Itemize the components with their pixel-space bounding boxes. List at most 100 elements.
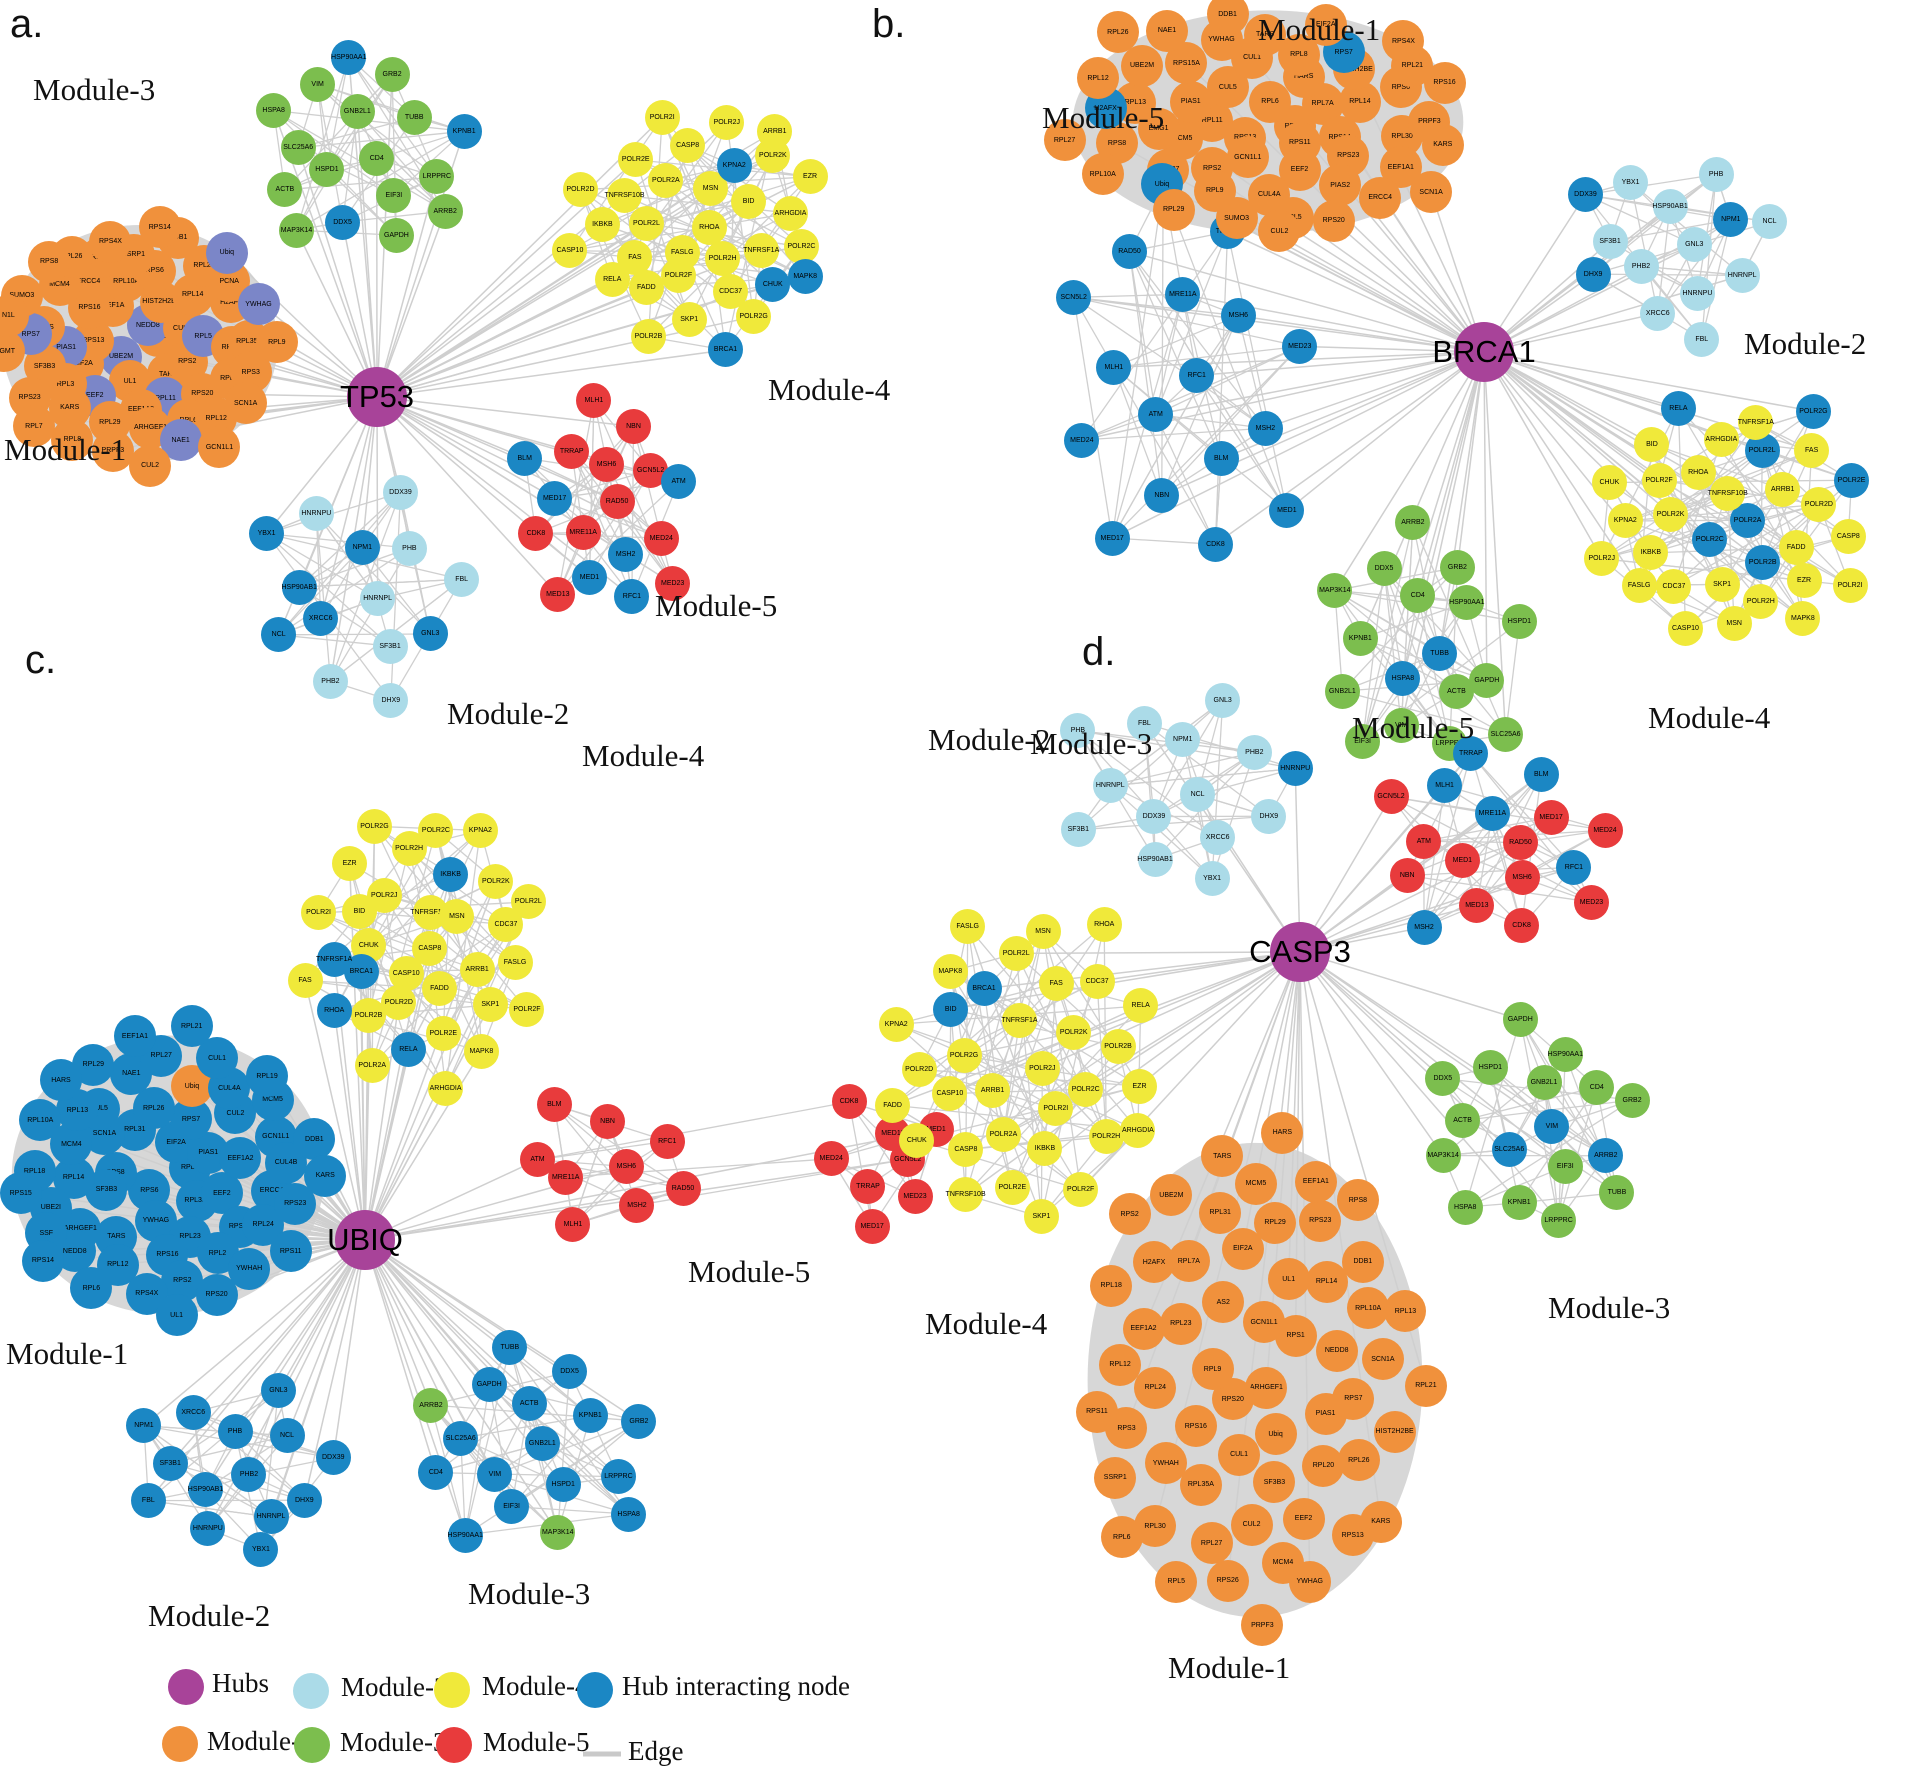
legend-label-hubs: Hubs (212, 1668, 270, 1698)
edge-line (983, 951, 1301, 990)
edge-line (1162, 185, 1288, 512)
edge-line (1015, 952, 1119, 1048)
edge-line (494, 1420, 640, 1476)
edge-line (528, 1403, 559, 1533)
edge-line (356, 110, 446, 212)
legend-label-module-4: Module-4 (482, 1671, 589, 1701)
node-cul2: CUL2 (1258, 210, 1301, 252)
node-polr2d: POLR2D (563, 172, 599, 208)
node-rpl20: RPL20 (1302, 1444, 1345, 1487)
node-blm: BLM (1523, 756, 1559, 792)
edge-line (364, 1239, 437, 1473)
edge-line (1214, 231, 1229, 545)
edge-line (1423, 753, 1472, 928)
node-polr2l: POLR2L (628, 206, 664, 242)
node-rfc1: RFC1 (1556, 849, 1592, 885)
node-bid: BID (341, 894, 377, 930)
node-msn: MSN (1716, 606, 1752, 642)
edge-line (1097, 951, 1301, 982)
node-polr2f: POLR2F (509, 992, 545, 1028)
node-tnfrsf1a: TNFRSF1A (743, 232, 779, 268)
node-mlh1: MLH1 (576, 383, 612, 419)
node-dhx9: DHX9 (1251, 798, 1287, 834)
node-map3k14: MAP3K14 (1425, 1138, 1461, 1174)
node-arrb1: ARRB1 (1765, 471, 1801, 507)
node-hspd1: HSPD1 (1501, 604, 1537, 640)
edge-line (1299, 951, 1553, 1128)
hub-node-casp3: CASP3 (1249, 922, 1351, 982)
node-faslg: FASLG (497, 945, 533, 981)
node-ywhag: YWHAG (237, 283, 280, 326)
node-med1: MED1 (1269, 493, 1305, 529)
panel-label-b: b. (872, 2, 906, 46)
node-gcn1l1: GCN1L1 (198, 426, 241, 469)
edge-line (1129, 251, 1266, 429)
node-rps11: RPS11 (269, 1230, 312, 1273)
node-gapdh: GAPDH (471, 1367, 507, 1403)
node-rps7: RPS7 (1332, 1377, 1375, 1420)
panel-label-d: d. (1082, 630, 1116, 674)
node-dhx9: DHX9 (373, 682, 409, 718)
node-eif3i: EIF3I (376, 177, 412, 213)
node-chuk: CHUK (755, 267, 791, 303)
edge-line (1673, 503, 1820, 587)
node-hnrnpl: HNRNPL (1092, 768, 1128, 804)
node-med23: MED23 (1573, 884, 1609, 920)
legend-swatch-module-3 (294, 1727, 330, 1763)
edge-line (1042, 951, 1301, 1069)
edge-line (1456, 351, 1485, 568)
edge-line (1657, 219, 1732, 314)
node-rpl24: RPL24 (1134, 1366, 1177, 1409)
node-rpl29: RPL29 (1254, 1201, 1297, 1244)
node-ddx5: DDX5 (1425, 1060, 1461, 1096)
node-mlh1: MLH1 (1096, 349, 1132, 385)
node-gnb2l1: GNB2L1 (524, 1426, 560, 1462)
node-hnrnpu: HNRNPU (190, 1511, 226, 1547)
edge-line (1125, 951, 1301, 1429)
node-polr2c: POLR2C (1692, 522, 1728, 558)
edge-line (1113, 315, 1239, 368)
node-casp10: CASP10 (1667, 611, 1703, 647)
node-hspd1: HSPD1 (309, 152, 345, 188)
edge-line (1055, 983, 1107, 1137)
edge-line (464, 1384, 490, 1536)
node-mre11a: MRE11A (548, 1159, 584, 1195)
node-map3k14: MAP3K14 (540, 1515, 576, 1551)
edge-line (234, 1239, 366, 1432)
node-rpl9: RPL9 (255, 321, 298, 364)
edge-line (588, 469, 652, 578)
node-hars: HARS (39, 1059, 82, 1102)
node-brca1: BRCA1 (966, 971, 1002, 1007)
node-map3k14: MAP3K14 (1317, 573, 1353, 609)
node-actb: ACTB (1438, 673, 1474, 709)
edge-line (1483, 244, 1695, 353)
edge-line (1402, 351, 1485, 679)
node-polr2h: POLR2H (1088, 1119, 1124, 1155)
edge-line (1265, 351, 1485, 429)
node-eef1a2: EEF1A2 (1122, 1307, 1165, 1350)
node-kars: KARS (1421, 123, 1464, 166)
edge-line (1073, 293, 1183, 298)
node-hspa8: HSPA8 (256, 92, 292, 128)
node-ncl: NCL (261, 617, 297, 653)
node-ywhah: YWHAH (1144, 1442, 1187, 1485)
node-rpl23: RPL23 (1159, 1302, 1202, 1345)
edge-line (1073, 297, 1113, 539)
node-med23: MED23 (1282, 328, 1318, 364)
node-dhx9: DHX9 (286, 1482, 322, 1518)
module-label-c-module-2: Module-2 (148, 1598, 271, 1633)
edge-line (266, 532, 410, 549)
node-cd4: CD4 (1400, 578, 1436, 614)
edge-line (605, 463, 674, 584)
edge-line (1342, 690, 1506, 736)
node-kpna2: KPNA2 (878, 1006, 914, 1042)
edge-line (1226, 231, 1288, 511)
node-pias1: PIAS1 (1169, 80, 1212, 123)
node-rpl6: RPL6 (1100, 1516, 1143, 1559)
node-nbn: NBN (1389, 857, 1425, 893)
node-rps11: RPS11 (1075, 1390, 1118, 1433)
node-ddx39: DDX39 (1136, 799, 1172, 835)
node-rela: RELA (1123, 988, 1159, 1024)
node-rps23: RPS23 (1299, 1199, 1342, 1242)
edge-line (376, 396, 431, 635)
